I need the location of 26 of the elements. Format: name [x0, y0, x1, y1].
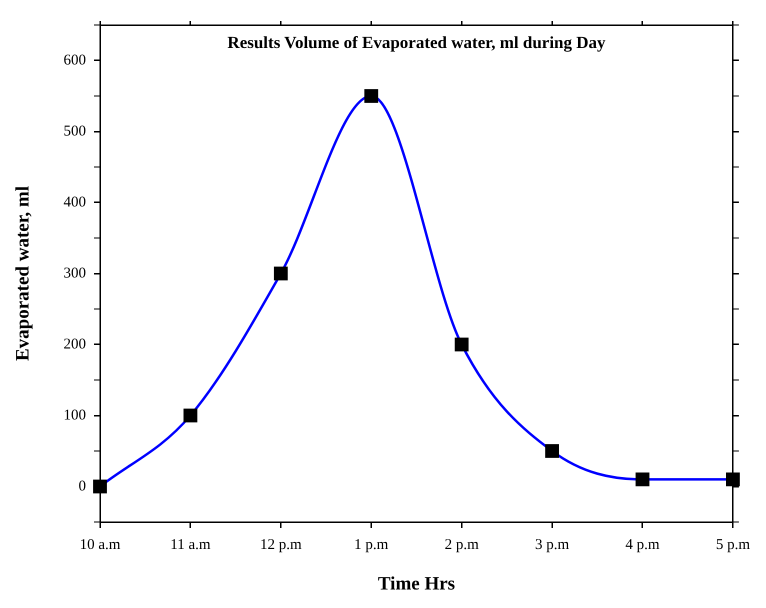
x-tick-label: 10 a.m — [80, 536, 121, 553]
point — [726, 472, 740, 486]
point — [93, 480, 107, 494]
x-tick-label: 2 p.m — [444, 536, 480, 553]
y-tick-label: 300 — [64, 265, 86, 282]
y-tick-label: 400 — [64, 194, 86, 210]
x-tick-label: 1 p.m — [354, 536, 389, 553]
y-tick-label: 0 — [78, 478, 86, 494]
y-tick-label: 500 — [64, 123, 86, 140]
x-axis-title: Time Hrs — [378, 574, 456, 595]
x-tick-label: 12 p.m — [260, 536, 302, 553]
point — [636, 472, 650, 486]
x-tick-label: 5 p.m — [716, 536, 750, 553]
y-axis-title: Evaporated water, ml — [12, 186, 34, 362]
point — [364, 89, 378, 103]
text: Results Volume of Evaporated water, ml during Day — [227, 32, 606, 52]
x-tick-label: 4 p.m — [625, 536, 660, 553]
x-tick-label: 3 p.m — [534, 536, 570, 553]
x-tick-label: 11 a.m — [170, 536, 211, 553]
y-tick-label: 200 — [64, 336, 86, 352]
point — [184, 408, 198, 422]
point — [454, 338, 469, 352]
point — [545, 444, 559, 458]
y-tick-label: 600 — [64, 52, 86, 68]
point — [274, 266, 288, 280]
y-tick-label: 100 — [64, 407, 86, 424]
